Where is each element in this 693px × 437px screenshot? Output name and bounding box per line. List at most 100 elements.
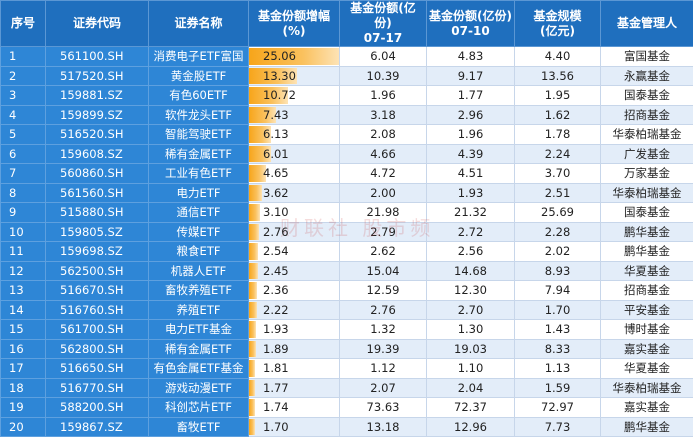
header-index: 序号 [1,1,46,47]
row-index: 1 [1,47,46,67]
security-name: 电力ETF基金 [149,320,249,340]
row-index: 6 [1,144,46,164]
share-0717-cell: 2.08 [340,125,427,145]
security-code: 562500.SH [46,261,149,281]
share-0717-cell: 4.72 [340,164,427,184]
share-increase-value: 2.76 [263,225,289,239]
aum-cell: 25.69 [515,203,601,223]
header-share-0717: 基金份额(亿份)07-17 [340,1,427,47]
row-index: 20 [1,417,46,437]
security-code: 516770.SH [46,378,149,398]
header-aum: 基金规模(亿元) [515,1,601,47]
security-code: 516650.SH [46,359,149,379]
share-increase-value: 4.65 [263,166,289,180]
share-0717-cell: 1.96 [340,86,427,106]
header-share-0710: 基金份额(亿份)07-10 [427,1,515,47]
share-increase-cell: 13.30 [249,66,340,86]
security-code: 588200.SH [46,398,149,418]
security-code: 561700.SH [46,320,149,340]
share-increase-value: 1.81 [263,361,289,375]
aum-cell: 2.02 [515,242,601,262]
share-increase-value: 3.10 [263,205,289,219]
row-index: 4 [1,105,46,125]
share-0710-cell: 1.93 [427,183,515,203]
share-increase-bar [249,419,255,436]
aum-cell: 4.40 [515,47,601,67]
security-code: 516760.SH [46,300,149,320]
aum-cell: 7.94 [515,281,601,301]
share-increase-bar [249,282,257,299]
manager-cell: 鹏华基金 [601,222,693,242]
security-code: 159805.SZ [46,222,149,242]
header-manager: 基金管理人 [601,1,693,47]
share-increase-value: 2.45 [263,264,289,278]
share-0717-cell: 2.76 [340,300,427,320]
share-increase-cell: 6.13 [249,125,340,145]
share-increase-value: 2.36 [263,283,289,297]
row-index: 16 [1,339,46,359]
share-increase-cell: 1.70 [249,417,340,437]
share-increase-value: 1.89 [263,342,289,356]
share-increase-cell: 2.54 [249,242,340,262]
security-name: 机器人ETF [149,261,249,281]
share-0717-cell: 2.07 [340,378,427,398]
share-0717-cell: 12.59 [340,281,427,301]
security-name: 畜牧养殖ETF [149,281,249,301]
share-increase-cell: 2.36 [249,281,340,301]
manager-cell: 永赢基金 [601,66,693,86]
security-code: 159698.SZ [46,242,149,262]
share-0710-cell: 2.56 [427,242,515,262]
share-increase-value: 6.13 [263,127,289,141]
share-0710-cell: 1.10 [427,359,515,379]
share-0710-cell: 4.51 [427,164,515,184]
security-code: 560860.SH [46,164,149,184]
manager-cell: 鹏华基金 [601,417,693,437]
row-index: 19 [1,398,46,418]
manager-cell: 博时基金 [601,320,693,340]
security-code: 159867.SZ [46,417,149,437]
aum-cell: 2.28 [515,222,601,242]
share-0717-cell: 13.18 [340,417,427,437]
share-increase-cell: 2.76 [249,222,340,242]
aum-cell: 2.24 [515,144,601,164]
aum-cell: 8.93 [515,261,601,281]
aum-cell: 8.33 [515,339,601,359]
share-increase-value: 6.01 [263,147,289,161]
security-name: 软件龙头ETF [149,105,249,125]
share-0717-cell: 2.79 [340,222,427,242]
share-increase-cell: 7.43 [249,105,340,125]
manager-cell: 华泰柏瑞基金 [601,125,693,145]
share-increase-bar [249,185,262,202]
share-increase-bar [249,380,255,397]
aum-cell: 1.95 [515,86,601,106]
share-0717-cell: 10.39 [340,66,427,86]
security-name: 养殖ETF [149,300,249,320]
share-increase-value: 2.22 [263,303,289,317]
share-increase-cell: 1.77 [249,378,340,398]
share-0717-cell: 15.04 [340,261,427,281]
manager-cell: 华夏基金 [601,359,693,379]
row-index: 3 [1,86,46,106]
share-increase-bar [249,302,257,319]
manager-cell: 华泰柏瑞基金 [601,183,693,203]
security-name: 智能驾驶ETF [149,125,249,145]
share-increase-cell: 25.06 [249,47,340,67]
share-0710-cell: 72.37 [427,398,515,418]
share-0710-cell: 2.04 [427,378,515,398]
aum-cell: 1.13 [515,359,601,379]
share-0717-cell: 19.39 [340,339,427,359]
share-increase-value: 3.62 [263,186,289,200]
security-code: 516670.SH [46,281,149,301]
security-code: 562800.SH [46,339,149,359]
share-increase-cell: 2.22 [249,300,340,320]
security-name: 通信ETF [149,203,249,223]
